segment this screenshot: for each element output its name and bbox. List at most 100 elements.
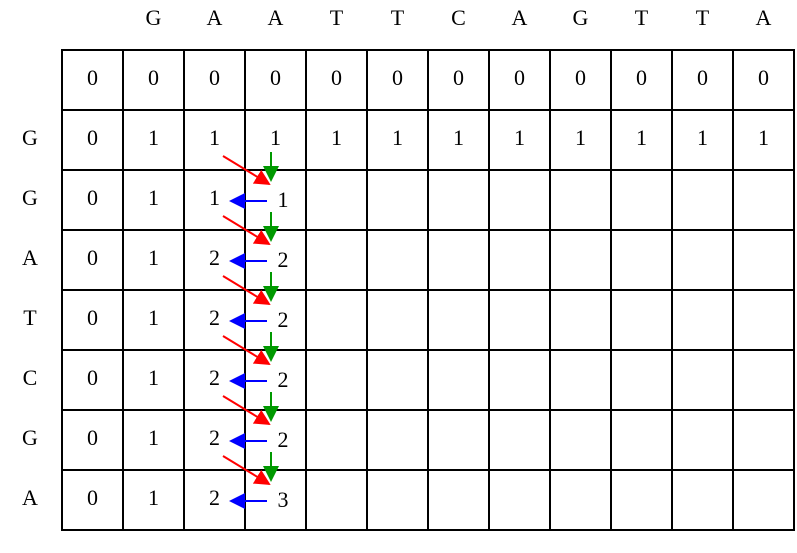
cell bbox=[610, 409, 673, 471]
cell bbox=[610, 229, 673, 291]
cell bbox=[610, 49, 673, 111]
cell bbox=[732, 469, 795, 531]
cell bbox=[427, 229, 490, 291]
cell bbox=[122, 409, 185, 471]
column-header: T bbox=[635, 5, 649, 30]
cell bbox=[610, 169, 673, 231]
column-header: A bbox=[756, 5, 772, 30]
cell-value: 1 bbox=[392, 125, 403, 150]
cell-value: 0 bbox=[697, 65, 708, 90]
cell-value: 1 bbox=[148, 425, 159, 450]
cell-value: 1 bbox=[331, 125, 342, 150]
cell-value: 0 bbox=[87, 65, 98, 90]
cell bbox=[549, 409, 612, 471]
cell bbox=[671, 469, 734, 531]
cell-value: 1 bbox=[148, 245, 159, 270]
cell bbox=[488, 229, 551, 291]
cell bbox=[305, 469, 368, 531]
column-header: C bbox=[451, 5, 466, 30]
column-header: A bbox=[207, 5, 223, 30]
cell bbox=[366, 409, 429, 471]
cell-value: 0 bbox=[331, 65, 342, 90]
column-header: T bbox=[330, 5, 344, 30]
cell-value: 1 bbox=[514, 125, 525, 150]
cell-value: 0 bbox=[270, 65, 281, 90]
cell bbox=[671, 109, 734, 171]
cell bbox=[61, 349, 124, 411]
cell bbox=[671, 169, 734, 231]
cell bbox=[732, 49, 795, 111]
cell bbox=[305, 349, 368, 411]
cell-value: 0 bbox=[758, 65, 769, 90]
cell bbox=[549, 109, 612, 171]
cell bbox=[305, 229, 368, 291]
cell-value: 2 bbox=[278, 427, 289, 452]
cell bbox=[366, 229, 429, 291]
cell bbox=[610, 349, 673, 411]
cell bbox=[549, 289, 612, 351]
cell bbox=[610, 289, 673, 351]
cell bbox=[427, 409, 490, 471]
cell bbox=[671, 349, 734, 411]
cell-value: 1 bbox=[148, 485, 159, 510]
row-header: A bbox=[22, 245, 38, 270]
cell bbox=[427, 349, 490, 411]
cell-value: 1 bbox=[575, 125, 586, 150]
cell-value: 1 bbox=[209, 185, 220, 210]
cell bbox=[488, 109, 551, 171]
column-header: A bbox=[268, 5, 284, 30]
cell-value: 2 bbox=[209, 365, 220, 390]
row-header: C bbox=[23, 365, 38, 390]
cell bbox=[244, 109, 307, 171]
cell-value: 2 bbox=[209, 485, 220, 510]
cell bbox=[427, 469, 490, 531]
cell bbox=[427, 109, 490, 171]
cell-value: 0 bbox=[87, 245, 98, 270]
cell bbox=[549, 169, 612, 231]
cell bbox=[305, 409, 368, 471]
diagonal-arrow bbox=[222, 395, 271, 426]
cell-value: 0 bbox=[148, 65, 159, 90]
cell bbox=[366, 289, 429, 351]
cell bbox=[488, 349, 551, 411]
cell-value: 3 bbox=[278, 487, 289, 512]
cell-value: 0 bbox=[575, 65, 586, 90]
cell bbox=[488, 469, 551, 531]
cell-value: 2 bbox=[278, 307, 289, 332]
cell bbox=[366, 349, 429, 411]
diagonal-arrow bbox=[222, 275, 271, 306]
cell-value: 2 bbox=[209, 305, 220, 330]
cell bbox=[366, 49, 429, 111]
cell-value: 1 bbox=[148, 125, 159, 150]
cell-value: 0 bbox=[87, 185, 98, 210]
cell bbox=[61, 49, 124, 111]
cell bbox=[366, 469, 429, 531]
cell bbox=[61, 229, 124, 291]
cell-value: 2 bbox=[209, 245, 220, 270]
row-header: G bbox=[22, 425, 38, 450]
column-header: T bbox=[391, 5, 405, 30]
cell bbox=[732, 409, 795, 471]
cell bbox=[671, 229, 734, 291]
cell-value: 0 bbox=[87, 305, 98, 330]
cell-value: 0 bbox=[514, 65, 525, 90]
cell bbox=[732, 349, 795, 411]
diagonal-arrow bbox=[222, 155, 271, 186]
column-header: G bbox=[573, 5, 589, 30]
cell bbox=[305, 109, 368, 171]
row-header: G bbox=[22, 125, 38, 150]
cell-value: 0 bbox=[453, 65, 464, 90]
cell bbox=[549, 349, 612, 411]
column-header: G bbox=[146, 5, 162, 30]
cell bbox=[488, 289, 551, 351]
cell bbox=[610, 469, 673, 531]
diagonal-arrow bbox=[222, 455, 271, 486]
cell bbox=[427, 289, 490, 351]
row-header: G bbox=[22, 185, 38, 210]
cell bbox=[671, 289, 734, 351]
cell-value: 2 bbox=[209, 425, 220, 450]
cell bbox=[549, 229, 612, 291]
cell-value: 0 bbox=[87, 485, 98, 510]
